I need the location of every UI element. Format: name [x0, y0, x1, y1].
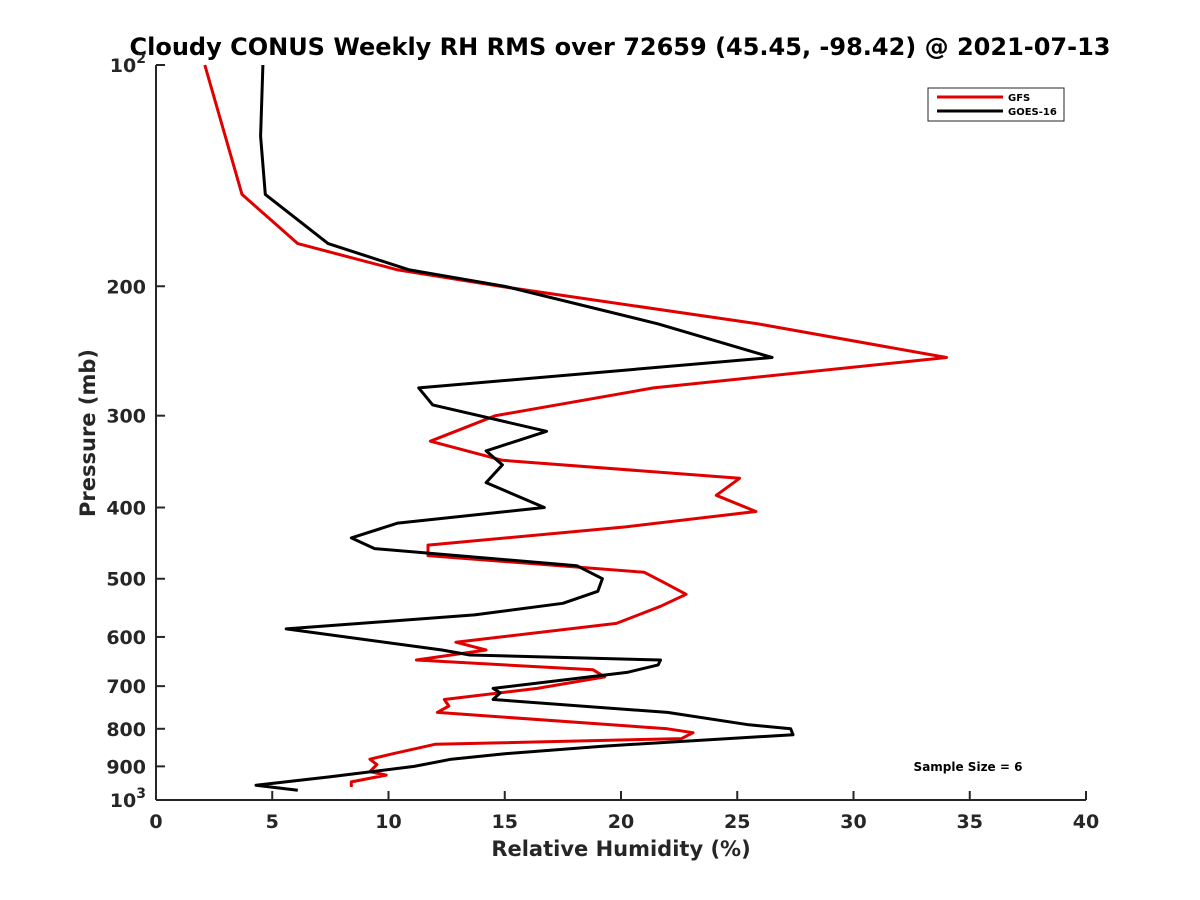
x-ticks: 0 5 10 15 20 25 30 35 40 [149, 791, 1099, 833]
series-layer [203, 64, 948, 792]
series-line-goes-16 [254, 64, 795, 792]
y-tick-label: 600 [106, 627, 146, 649]
legend-label-gfs: GFS [1008, 93, 1030, 104]
y-tick-label: 500 [106, 569, 146, 591]
x-tick-label: 20 [608, 811, 634, 833]
y-tick-label: 900 [106, 756, 146, 778]
legend-label-goes-16: GOES-16 [1008, 107, 1057, 118]
series-line-gfs [203, 64, 948, 787]
y-tick-label: 800 [106, 719, 146, 741]
x-tick-label: 15 [492, 811, 518, 833]
y-tick-label: 400 [106, 498, 146, 520]
x-tick-label: 5 [266, 811, 279, 833]
x-axis-label: Relative Humidity (%) [491, 837, 750, 861]
x-tick-label: 0 [149, 811, 162, 833]
x-tick-label: 40 [1073, 811, 1099, 833]
y-tick-label: 300 [106, 406, 146, 428]
y-tick-label: 200 [106, 276, 146, 298]
legend-box [927, 87, 1065, 122]
y-axis-label: Pressure (mb) [76, 349, 100, 517]
sample-size-annotation: Sample Size = 6 [914, 760, 1023, 774]
plot-area [156, 65, 1086, 800]
x-tick-label: 25 [724, 811, 750, 833]
y-tick-label: 700 [106, 676, 146, 698]
legend: GFS GOES-16 [927, 87, 1065, 122]
x-tick-label: 35 [957, 811, 983, 833]
x-tick-label: 30 [840, 811, 866, 833]
x-tick-label: 10 [375, 811, 401, 833]
chart-title: Cloudy CONUS Weekly RH RMS over 72659 (4… [130, 33, 1111, 61]
